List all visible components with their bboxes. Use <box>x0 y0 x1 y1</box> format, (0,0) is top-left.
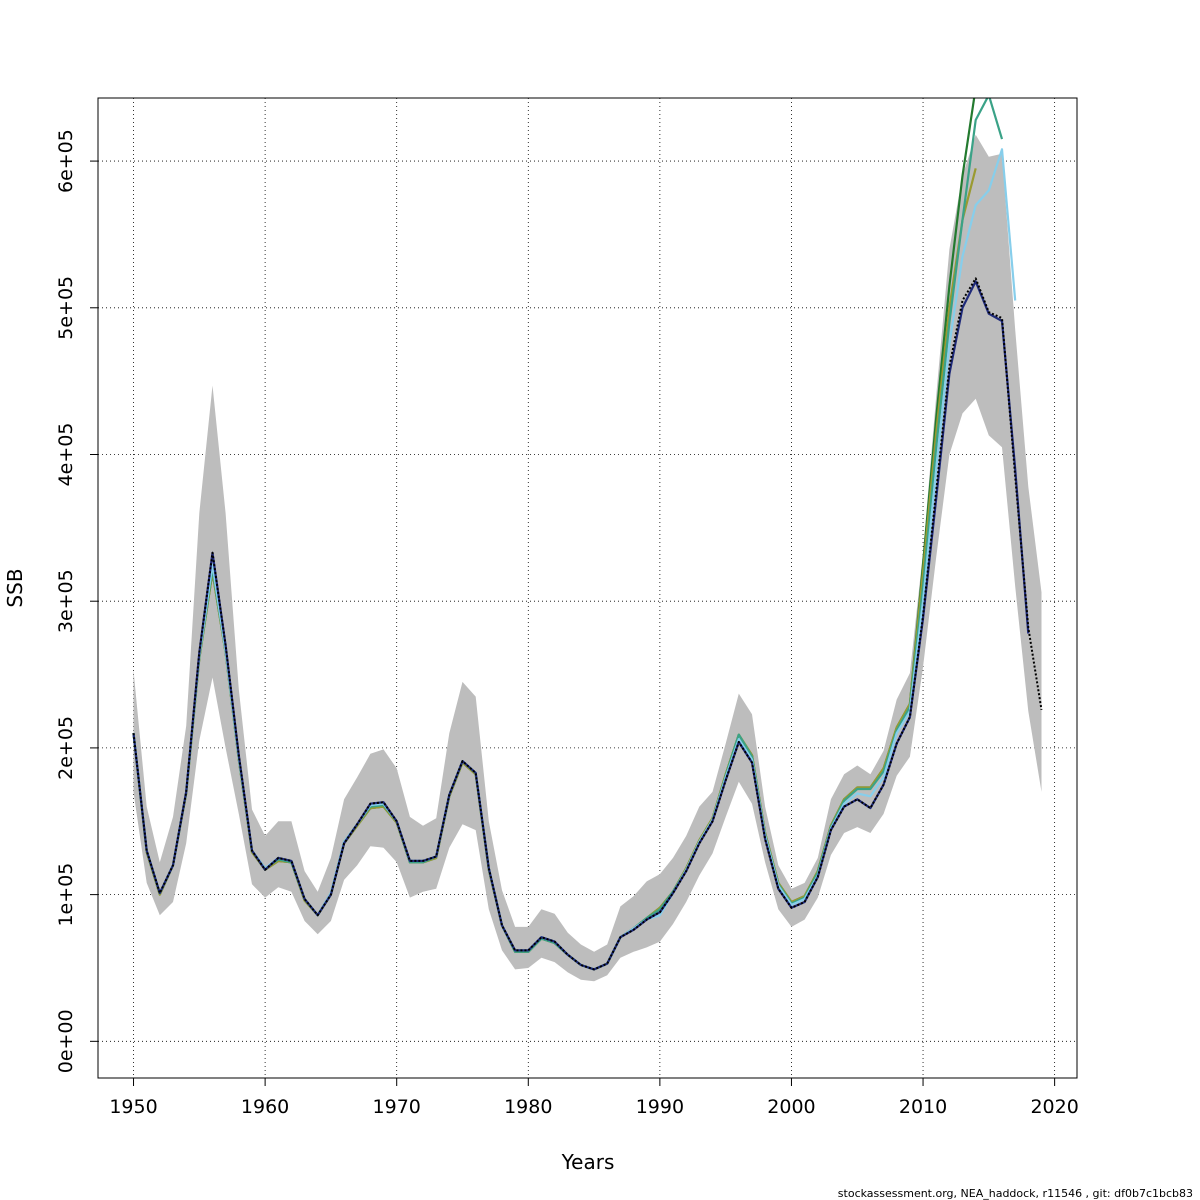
confidence-band <box>133 134 1042 982</box>
x-tick-label: 1980 <box>504 1096 552 1118</box>
y-axis: 0e+00 1e+05 2e+05 3e+05 4e+05 5e+05 6e+05 <box>55 129 98 1073</box>
y-tick-label: 1e+05 <box>55 863 77 927</box>
caption: stockassessment.org, NEA_haddock, r11546… <box>838 1187 1193 1200</box>
x-axis: 1950 1960 1970 1980 1990 2000 2010 2020 <box>109 1078 1079 1118</box>
series-layer <box>132 98 1043 971</box>
x-tick-label: 2010 <box>899 1096 947 1118</box>
x-tick-label: 1970 <box>373 1096 421 1118</box>
y-tick-label: 5e+05 <box>55 276 77 340</box>
y-tick-label: 6e+05 <box>55 129 77 193</box>
x-tick-label: 1990 <box>636 1096 684 1118</box>
x-tick-label: 2020 <box>1030 1096 1078 1118</box>
y-tick-label: 3e+05 <box>55 569 77 633</box>
plot-frame <box>97 97 1078 1079</box>
confidence-band-layer <box>133 134 1042 982</box>
y-tick-label: 2e+05 <box>55 716 77 780</box>
series-line-1 <box>132 277 1043 971</box>
x-tick-label: 1960 <box>241 1096 289 1118</box>
x-axis-title: Years <box>561 1150 615 1174</box>
y-axis-title: SSB <box>3 568 27 607</box>
x-tick-label: 2000 <box>767 1096 815 1118</box>
x-tick-label: 1950 <box>109 1096 157 1118</box>
y-tick-label: 4e+05 <box>55 423 77 487</box>
y-tick-label: 0e+00 <box>55 1009 77 1073</box>
